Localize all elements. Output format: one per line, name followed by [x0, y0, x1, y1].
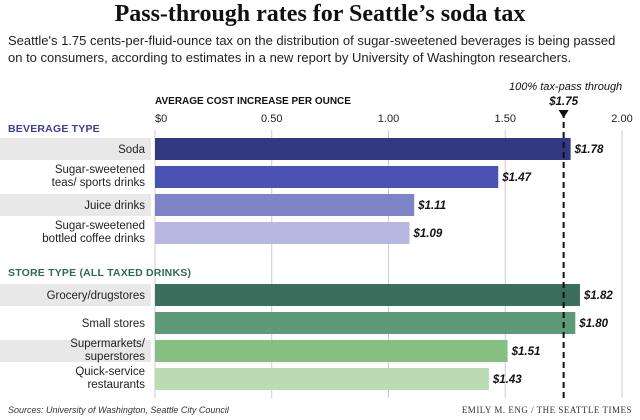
row-label-band	[0, 138, 151, 160]
row-label-band	[0, 312, 151, 334]
reference-value-label: $1.75	[548, 96, 578, 108]
bar-value-label: $1.82	[583, 290, 613, 302]
x-tick-label: 1.50	[495, 113, 516, 125]
row-label-band	[0, 284, 151, 306]
chart-subtitle: Seattle's 1.75 cents-per-fluid-ounce tax…	[8, 33, 616, 65]
row-label-band	[0, 194, 151, 216]
bar-value-label: $1.78	[574, 144, 604, 156]
category-label: Supermarkets/superstores	[70, 338, 146, 363]
row-label-band	[0, 166, 151, 188]
row-label-band	[0, 368, 151, 390]
bar-value-label: $1.80	[578, 318, 608, 330]
category-label: Sugar-sweetened teas/ sports drinks	[52, 164, 146, 189]
x-tick-label: 0.50	[261, 113, 282, 125]
bar-value-label: $1.43	[492, 374, 522, 386]
section-heading: STORE TYPE (ALL TAXED DRINKS)	[8, 267, 191, 279]
x-tick-label: $0	[155, 113, 167, 125]
category-label: Sugar-sweetened bottled coffee drinks	[42, 220, 145, 245]
byline: EMILY M. ENG / THE SEATTLE TIMES	[461, 405, 632, 415]
bar	[155, 340, 508, 362]
category-label: Quick-service restaurants	[75, 366, 145, 391]
chart-title: Pass-through rates for Seattle’s soda ta…	[114, 1, 526, 27]
bar	[155, 166, 499, 188]
sources-note: Sources: University of Washington, Seatt…	[8, 405, 229, 415]
bar	[155, 222, 410, 244]
bar	[155, 284, 580, 306]
category-label: Juice drinks	[84, 200, 145, 212]
category-label: Small stores	[82, 318, 146, 330]
bar-value-label: $1.51	[511, 346, 541, 358]
section-heading: BEVERAGE TYPE	[8, 123, 100, 135]
x-tick-label: 1.00	[378, 113, 399, 125]
bar	[155, 312, 576, 334]
row-label-band	[0, 222, 151, 244]
bar	[155, 138, 571, 160]
bar	[155, 194, 415, 216]
category-label: Soda	[118, 144, 145, 156]
bar-value-label: $1.47	[501, 172, 531, 184]
x-axis-title: AVERAGE COST INCREASE PER OUNCE	[155, 96, 351, 107]
row-label-band	[0, 340, 151, 362]
reference-label: 100% tax-pass through	[509, 81, 622, 93]
x-tick-label: 2.00	[611, 113, 632, 125]
bar	[155, 368, 489, 390]
reference-marker	[558, 110, 569, 118]
bar-value-label: $1.09	[413, 228, 443, 240]
bar-value-label: $1.11	[417, 200, 446, 212]
category-label: Grocery/drugstores	[47, 290, 146, 302]
